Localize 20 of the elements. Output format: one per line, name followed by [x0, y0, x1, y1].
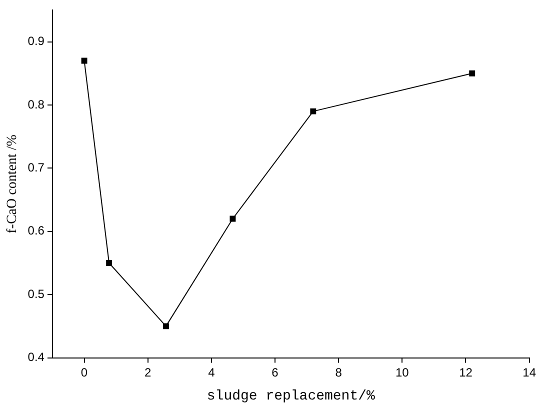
point [106, 260, 112, 266]
x-axis-title: sludge replacement/% [206, 388, 376, 404]
y-tick-label: 0.9 [28, 34, 45, 48]
x-tick-label: 8 [335, 365, 342, 380]
x-tick-label: 4 [208, 365, 216, 380]
x-tick-label: 14 [522, 365, 536, 380]
y-tick-label: 0.4 [28, 350, 45, 364]
x-tick-label: 12 [459, 365, 473, 380]
y-tick-label: 0.8 [28, 97, 45, 112]
x-tick-label: 10 [395, 365, 410, 380]
point [310, 108, 316, 114]
point [162, 323, 169, 330]
y-tick-label: 0.6 [28, 224, 45, 238]
x-tick-label: 6 [272, 365, 279, 380]
y-tick-label: 0.5 [28, 286, 45, 301]
point [469, 70, 476, 76]
x-tick-label: 0 [80, 365, 88, 380]
y-tick-label: 0.7 [28, 160, 45, 175]
y-axis-title: f-CaO content /% [5, 134, 20, 234]
x-tick-label: 2 [144, 365, 152, 380]
